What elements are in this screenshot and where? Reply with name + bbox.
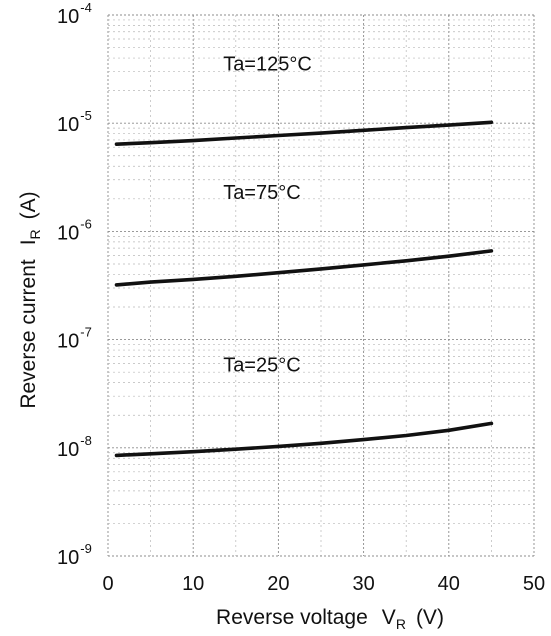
curve-labels: Ta=125°C Ta=75°C Ta=25°C xyxy=(223,53,312,376)
series-label: Ta=75°C xyxy=(223,182,301,204)
y-tick-label: 10-5 xyxy=(57,108,92,136)
y-tick-labels: 10-4 10-5 10-6 10-7 10-8 10-9 xyxy=(57,0,92,569)
x-tick-label: 50 xyxy=(523,573,545,595)
x-tick-label: 10 xyxy=(182,573,204,595)
grid xyxy=(107,14,535,557)
y-tick-label: 10-9 xyxy=(57,541,92,569)
x-axis-title: Reverse voltage VR (V) xyxy=(216,606,444,632)
y-tick-label: 10-8 xyxy=(57,433,92,461)
y-tick-label: 10-6 xyxy=(57,216,92,244)
series-line xyxy=(114,120,494,146)
series-line xyxy=(114,249,494,287)
x-tick-label: 40 xyxy=(438,573,460,595)
x-tick-label: 0 xyxy=(102,573,113,595)
series-lines xyxy=(114,120,494,458)
x-tick-label: 20 xyxy=(267,573,289,595)
y-axis-title: Reverse currentIR(A) xyxy=(17,191,43,408)
series-label: Ta=25°C xyxy=(223,354,301,376)
x-tick-label: 30 xyxy=(352,573,374,595)
x-tick-labels: 0 10 20 30 40 50 xyxy=(102,573,545,595)
series-label: Ta=125°C xyxy=(223,53,312,75)
y-tick-label: 10-4 xyxy=(57,0,92,28)
y-tick-label: 10-7 xyxy=(57,325,92,353)
series-line xyxy=(114,421,494,458)
